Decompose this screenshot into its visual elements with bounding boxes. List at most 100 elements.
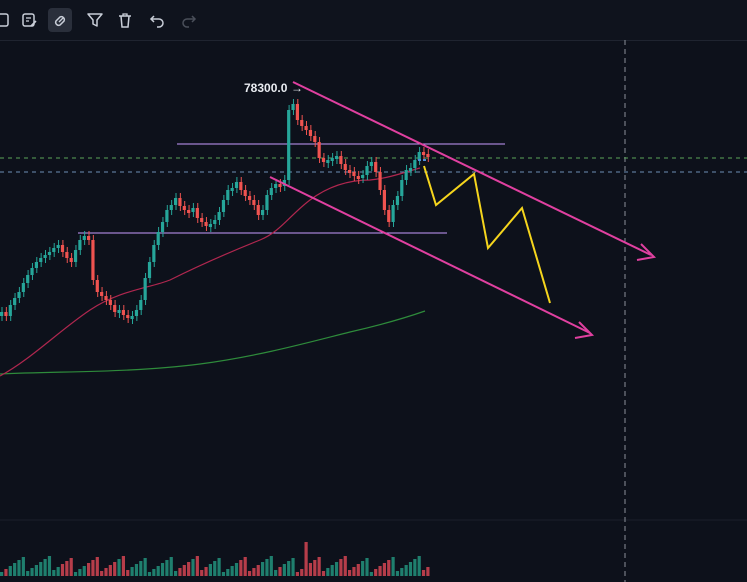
candle-body: [426, 154, 430, 157]
volume-bar: [304, 542, 308, 576]
volume-bar: [204, 567, 208, 576]
arrow-head-icon: [636, 243, 657, 261]
volume-bar: [169, 557, 173, 576]
channel-lower-line[interactable]: [269, 176, 591, 334]
candle-body: [91, 240, 95, 280]
volume-bar: [213, 561, 217, 576]
volume-bar: [117, 559, 121, 576]
candle-body: [395, 196, 400, 205]
volume-bar: [400, 568, 404, 576]
magnet-tool-button[interactable]: [48, 8, 72, 32]
volume-bar: [365, 558, 369, 576]
candle-body: [165, 210, 169, 222]
candle-body: [343, 164, 347, 170]
candle-body: [204, 222, 208, 226]
volume-bar: [408, 562, 413, 576]
volume-bar: [17, 560, 21, 576]
candle-body: [247, 196, 252, 200]
volume-bar: [95, 557, 99, 576]
candle-body: [369, 162, 373, 166]
volume-bar: [395, 571, 400, 576]
volume-bar: [221, 572, 226, 576]
volume-bar: [300, 569, 304, 576]
undo-button[interactable]: [145, 8, 169, 32]
volume-bar: [82, 566, 86, 576]
volume-bar: [187, 562, 191, 576]
candle-body: [265, 195, 269, 210]
candle-body: [191, 208, 195, 212]
redo-button[interactable]: [177, 8, 201, 32]
candle-body: [374, 162, 378, 172]
volume-bar: [334, 562, 339, 576]
volume-bar: [361, 561, 365, 576]
volume-bar: [130, 567, 134, 576]
volume-bar: [234, 563, 239, 576]
candle-body: [313, 136, 317, 142]
candle-body: [156, 232, 160, 245]
candle-body: [182, 206, 186, 210]
candle-body: [413, 160, 417, 168]
volume-bar: [30, 568, 34, 576]
candle-body: [408, 168, 413, 171]
candle-body: [143, 278, 147, 300]
undo-icon: [149, 15, 164, 28]
candle-body: [174, 198, 178, 205]
descending-channel[interactable]: [269, 81, 657, 339]
volume-bar: [391, 557, 395, 576]
candle-body: [87, 236, 91, 240]
volume-bar: [352, 567, 356, 576]
volume-bar: [208, 564, 212, 576]
candle-body: [187, 210, 191, 213]
volume-bar: [13, 563, 17, 576]
volume-bar: [374, 569, 378, 576]
candle-body: [234, 182, 239, 188]
volume-bar: [104, 568, 108, 576]
filter-tool-button[interactable]: [83, 8, 107, 32]
projection-path[interactable]: [423, 165, 551, 304]
volume-bar: [269, 556, 273, 576]
template-edit-button[interactable]: [17, 8, 41, 32]
volume-bar: [39, 562, 43, 576]
candle-body: [130, 316, 134, 319]
candle-body: [160, 222, 165, 232]
candle-body: [261, 210, 265, 215]
volume-bar: [100, 571, 104, 576]
volume-bar: [321, 571, 326, 576]
candle-body: [295, 104, 299, 120]
volume-bar: [252, 568, 256, 576]
trash-icon: [119, 13, 131, 28]
volume-bar: [43, 559, 47, 576]
volume-bar: [274, 570, 278, 576]
volume-bar: [291, 558, 295, 576]
candle-body: [78, 240, 82, 250]
volume-bar: [417, 556, 421, 576]
candle-body: [361, 175, 365, 178]
channel-upper-line[interactable]: [292, 81, 652, 256]
volume-bar: [421, 570, 426, 576]
magnet-icon: [54, 15, 66, 27]
candle-body: [134, 310, 139, 316]
candle-body: [73, 250, 78, 262]
volume-bar: [160, 563, 165, 576]
candle-body: [278, 184, 282, 187]
volume-bar: [113, 562, 117, 576]
candle-body: [339, 156, 343, 164]
volume-bar: [348, 570, 352, 576]
volume-bar: [152, 569, 156, 576]
volume-bar: [239, 560, 243, 576]
candle-body: [330, 158, 334, 161]
volume-bar: [287, 561, 291, 576]
square-tool-button[interactable]: [0, 8, 14, 32]
delete-tool-button[interactable]: [113, 8, 137, 32]
volume-bar: [165, 560, 169, 576]
volume-bar: [8, 566, 12, 576]
volume-bar: [78, 569, 82, 576]
volume-bar: [108, 565, 112, 576]
volume-bar: [143, 558, 147, 576]
volume-bar: [156, 566, 160, 576]
template-edit-icon: [22, 13, 37, 27]
candle-body: [421, 152, 426, 155]
candle-body: [8, 305, 12, 316]
volume-bar: [330, 565, 334, 576]
